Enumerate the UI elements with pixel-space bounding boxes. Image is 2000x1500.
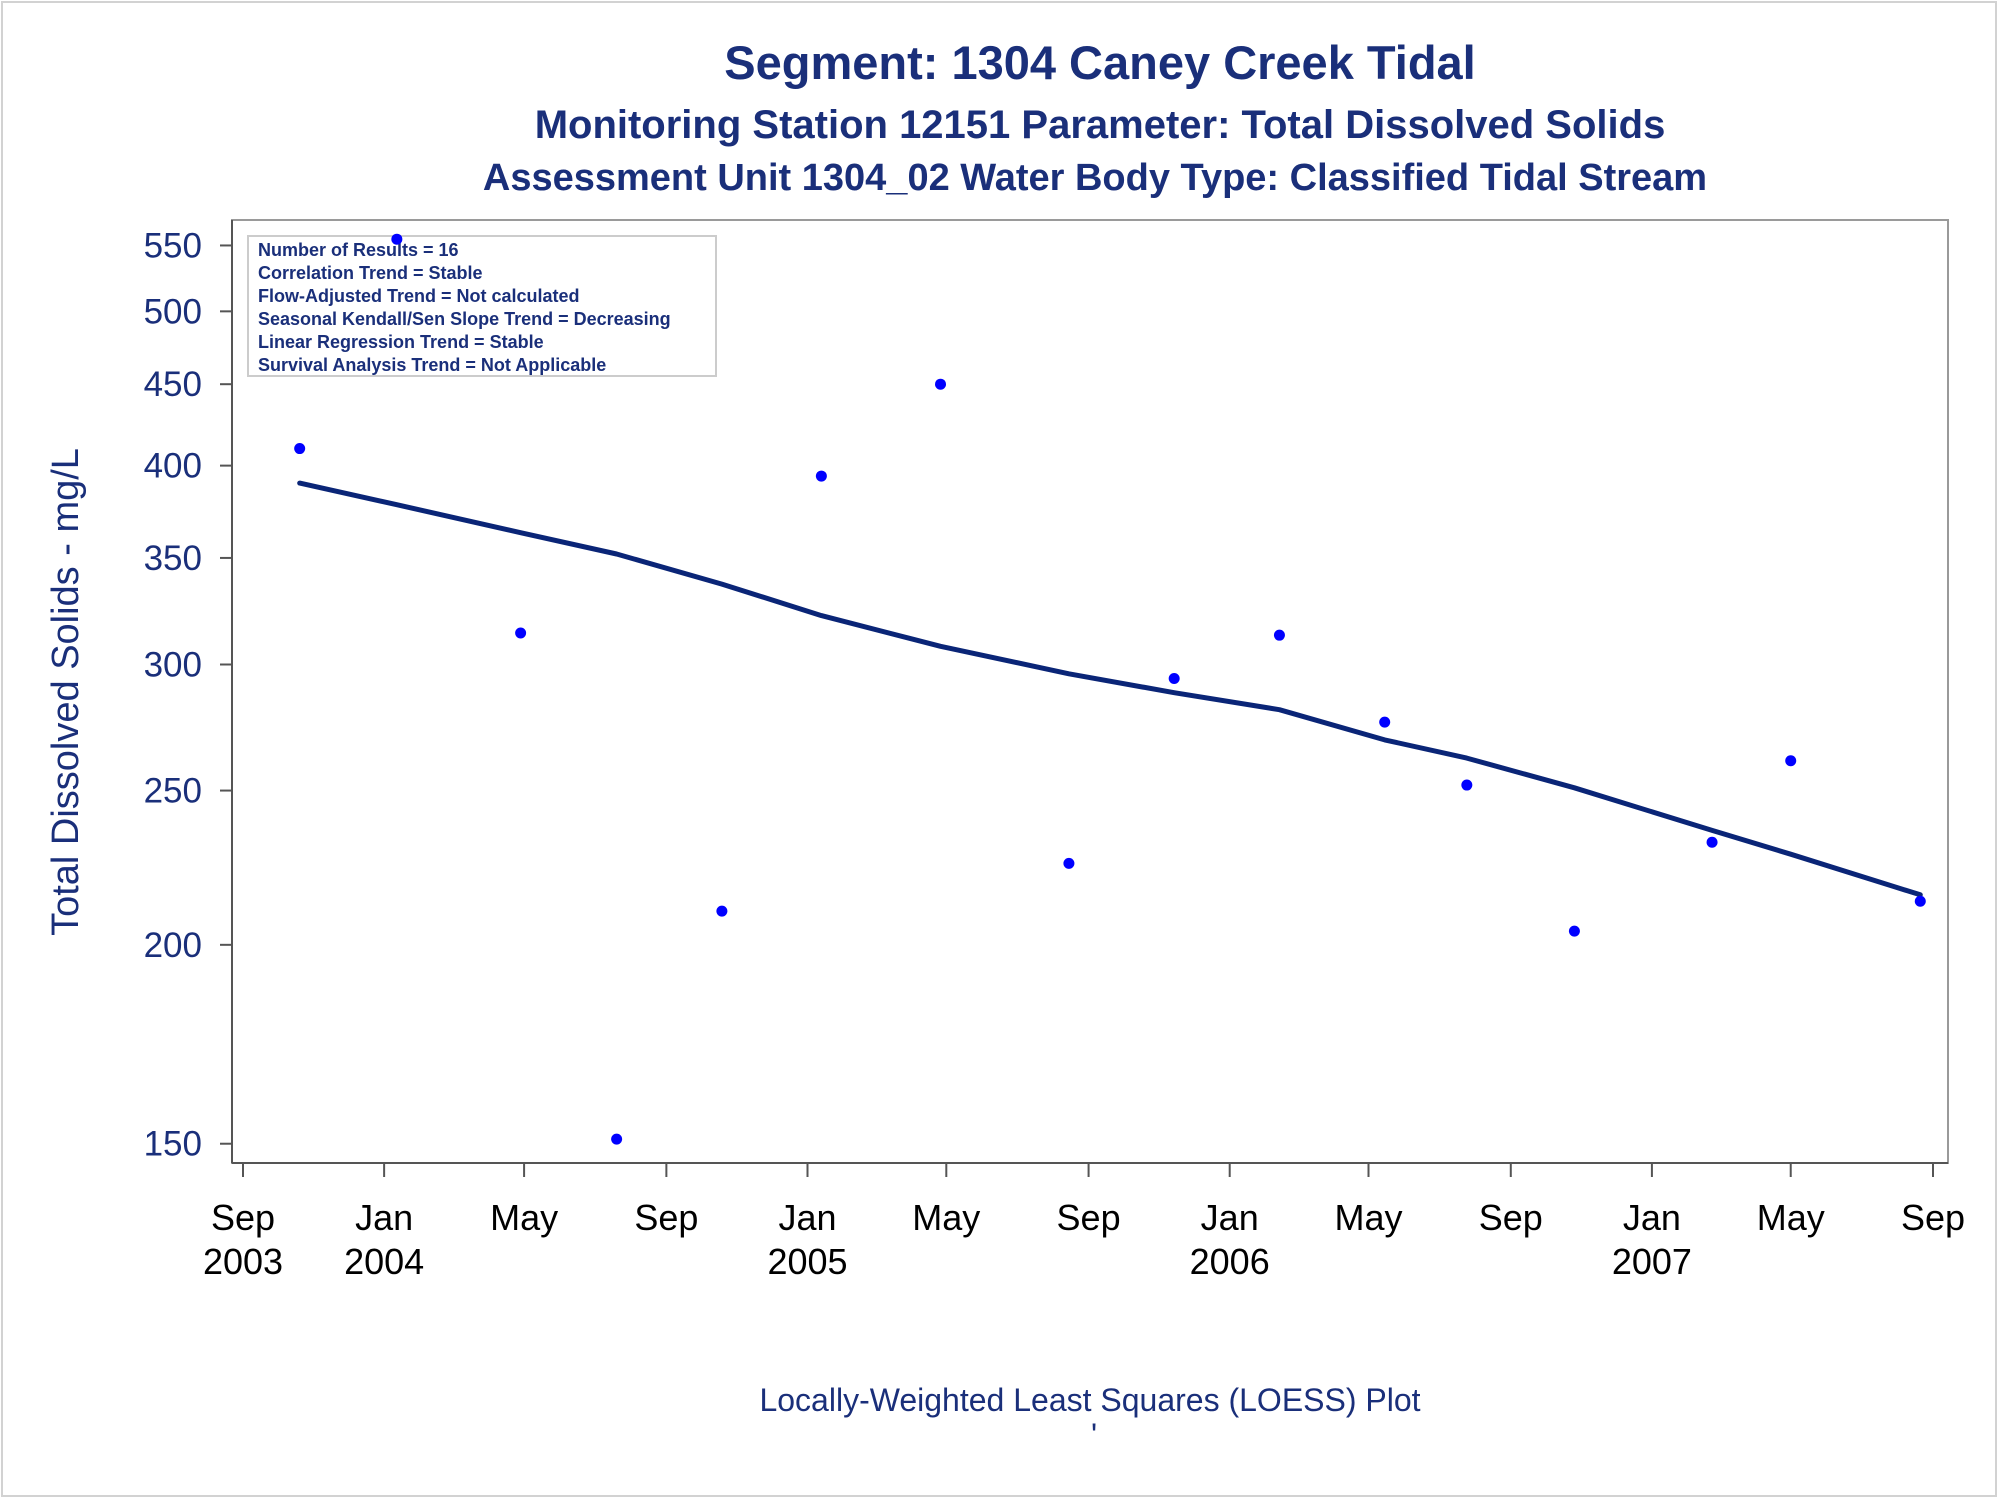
- data-point: [1914, 895, 1926, 907]
- data-point: [1063, 857, 1075, 869]
- footnote-mark: ': [1091, 1417, 1097, 1453]
- x-tick-label-month: Jan: [778, 1197, 836, 1238]
- x-tick-label-month: May: [1335, 1197, 1403, 1238]
- data-point: [1785, 755, 1797, 767]
- data-point: [1706, 836, 1718, 848]
- chart-subtitle-2: Assessment Unit 1304_02 Water Body Type:…: [483, 157, 1707, 199]
- data-point: [391, 233, 403, 245]
- x-tick-label-year: 2007: [1612, 1241, 1692, 1282]
- x-tick-label-month: Jan: [1201, 1197, 1259, 1238]
- x-tick-label-month: Sep: [1479, 1197, 1543, 1238]
- x-tick-label-month: Sep: [1901, 1197, 1965, 1238]
- data-point: [815, 470, 827, 482]
- series-layer: [294, 233, 1926, 1145]
- x-tick-label-month: Sep: [1057, 1197, 1121, 1238]
- y-tick-label: 400: [144, 447, 202, 486]
- stats-correlation-trend: Correlation Trend = Stable: [258, 263, 483, 283]
- data-point: [515, 627, 527, 639]
- x-tick-label-month: May: [1757, 1197, 1825, 1238]
- stats-number-of-results: Number of Results = 16: [258, 240, 459, 260]
- y-tick-label: 200: [144, 926, 202, 965]
- stats-box: Number of Results = 16 Correlation Trend…: [247, 235, 717, 377]
- x-tick-label-year: 2003: [203, 1241, 283, 1282]
- stats-survival-analysis-trend: Survival Analysis Trend = Not Applicable: [258, 355, 606, 375]
- y-tick-label: 300: [144, 646, 202, 685]
- x-tick-label-year: 2006: [1190, 1241, 1270, 1282]
- stats-linear-regression-trend: Linear Regression Trend = Stable: [258, 332, 544, 352]
- y-axis: 150 200 250 300 350 400 450 500 550: [144, 220, 233, 1164]
- chart-subtitle: Monitoring Station 12151 Parameter: Tota…: [535, 103, 1666, 147]
- data-point: [935, 378, 947, 390]
- x-tick-label-month: Jan: [1623, 1197, 1681, 1238]
- x-tick-label-month: Jan: [355, 1197, 413, 1238]
- data-point: [1273, 629, 1285, 641]
- y-tick-label: 450: [144, 365, 202, 404]
- x-tick-label-year: 2004: [344, 1241, 424, 1282]
- data-point: [1461, 779, 1473, 791]
- loess-line: [297, 480, 1923, 898]
- y-tick-label: 550: [144, 226, 202, 265]
- data-point: [1568, 925, 1580, 937]
- y-tick-label: 350: [144, 539, 202, 578]
- y-tick-label: 150: [144, 1125, 202, 1164]
- stats-seasonal-kendall-trend: Seasonal Kendall/Sen Slope Trend = Decre…: [258, 309, 671, 329]
- x-tick-label-month: May: [912, 1197, 980, 1238]
- y-axis-label: Total Dissolved Solids - mg/L: [45, 448, 87, 936]
- data-point: [1379, 716, 1391, 728]
- y-tick-label: 250: [144, 772, 202, 811]
- data-point: [1168, 672, 1180, 684]
- stats-box-frame: [247, 235, 717, 377]
- x-tick-label-month: Sep: [634, 1197, 698, 1238]
- data-point: [716, 905, 728, 917]
- chart-title: Segment: 1304 Caney Creek Tidal: [724, 36, 1475, 89]
- stats-flow-adjusted-trend: Flow-Adjusted Trend = Not calculated: [258, 286, 580, 306]
- footnote: Locally-Weighted Least Squares (LOESS) P…: [759, 1382, 1420, 1418]
- y-tick-label: 500: [144, 292, 202, 331]
- x-tick-label-year: 2005: [767, 1241, 847, 1282]
- x-tick-label-month: May: [490, 1197, 558, 1238]
- data-point: [611, 1133, 623, 1145]
- x-tick-label-month: Sep: [211, 1197, 275, 1238]
- data-point: [294, 443, 306, 455]
